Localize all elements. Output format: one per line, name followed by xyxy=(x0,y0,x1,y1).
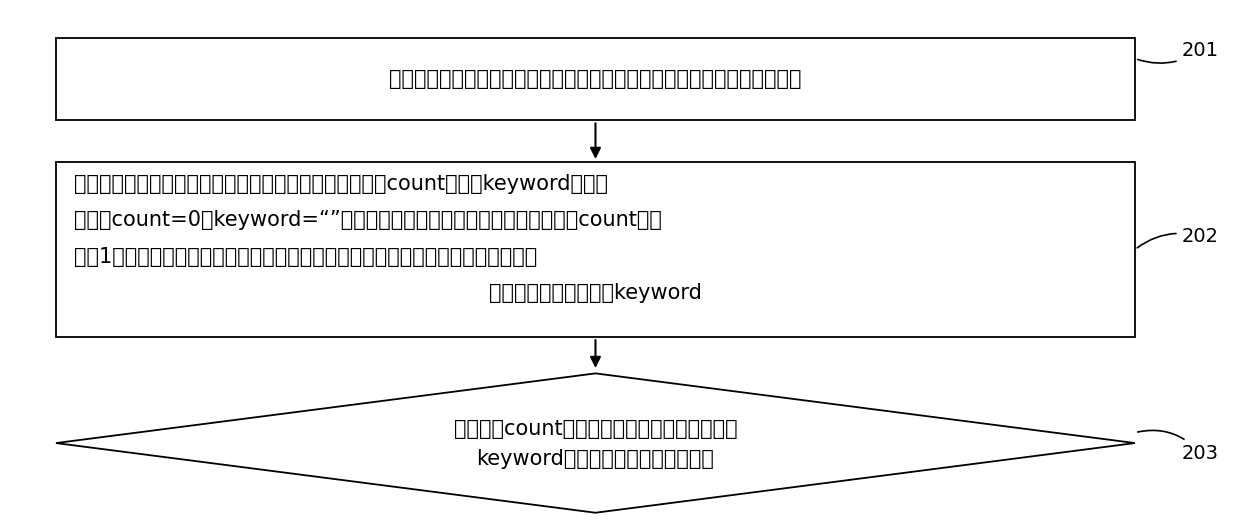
Text: 判断参数count的值是否达到预设阈值、且参数: 判断参数count的值是否达到预设阈值、且参数 xyxy=(454,419,738,439)
Text: 将该字符串赋值给参数keyword: 将该字符串赋值给参数keyword xyxy=(489,284,702,303)
Text: 201: 201 xyxy=(1137,41,1219,63)
Polygon shape xyxy=(56,373,1135,513)
Text: 从已获取的编译结果中，按照各项目的编译顺序依次获得各项目的编译结果: 从已获取的编译结果中，按照各项目的编译顺序依次获得各项目的编译结果 xyxy=(389,69,802,89)
FancyBboxPatch shape xyxy=(56,162,1135,337)
Text: keyword的值是否始终为同一字符串: keyword的值是否始终为同一字符串 xyxy=(476,448,714,469)
FancyBboxPatch shape xyxy=(56,38,1135,120)
Text: 203: 203 xyxy=(1137,430,1219,463)
Text: 值加1，对编译失败的项目的日志进行解析，获得日志中编译失败位置的字符串，并: 值加1，对编译失败的项目的日志进行解析，获得日志中编译失败位置的字符串，并 xyxy=(74,247,538,267)
Text: 202: 202 xyxy=(1137,227,1219,248)
Text: 初始值count=0，keyword=“”；当项目的编译结果为编译失败时，将参数count的取: 初始值count=0，keyword=“”；当项目的编译结果为编译失败时，将参数… xyxy=(74,210,662,230)
Text: 针对每个项目，当项目的编译结果为编译成功时，将参数count和参数keyword复位至: 针对每个项目，当项目的编译结果为编译成功时，将参数count和参数keyword… xyxy=(74,174,609,193)
